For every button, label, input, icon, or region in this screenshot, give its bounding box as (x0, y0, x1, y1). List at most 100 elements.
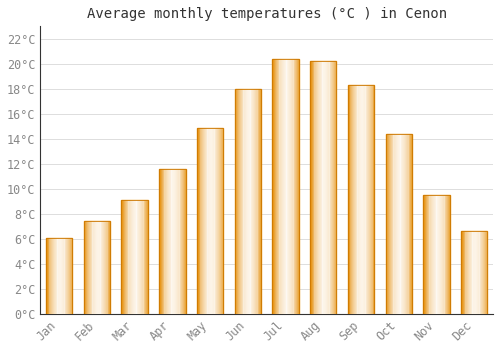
Bar (291, 59, 292, 314)
Bar (84, 221, 110, 314)
Bar (353, 85, 354, 314)
Bar (461, 231, 487, 314)
Bar (219, 127, 220, 314)
Bar (159, 169, 186, 314)
Bar (255, 89, 256, 314)
Bar (52, 238, 53, 314)
Bar (211, 127, 212, 314)
Bar (395, 134, 396, 314)
Bar (242, 89, 244, 314)
Bar (205, 127, 206, 314)
Bar (433, 195, 434, 314)
Bar (128, 200, 130, 314)
Bar (132, 200, 133, 314)
Bar (466, 231, 467, 314)
Bar (272, 59, 273, 314)
Bar (166, 169, 167, 314)
Bar (276, 59, 278, 314)
Bar (126, 200, 128, 314)
Bar (260, 89, 261, 314)
Bar (247, 89, 248, 314)
Bar (352, 85, 353, 314)
Bar (396, 134, 397, 314)
Title: Average monthly temperatures (°C ) in Cenon: Average monthly temperatures (°C ) in Ce… (86, 7, 446, 21)
Bar (480, 231, 481, 314)
Bar (330, 61, 331, 314)
Bar (333, 61, 334, 314)
Bar (439, 195, 440, 314)
Bar (130, 200, 131, 314)
Bar (318, 61, 319, 314)
Bar (356, 85, 358, 314)
Bar (92, 221, 94, 314)
Bar (182, 169, 183, 314)
Bar (350, 85, 352, 314)
Bar (348, 85, 374, 314)
Bar (481, 231, 482, 314)
Bar (54, 238, 55, 314)
Bar (438, 195, 439, 314)
Bar (272, 59, 299, 314)
Bar (86, 221, 87, 314)
Bar (184, 169, 186, 314)
Bar (58, 238, 59, 314)
Bar (256, 89, 258, 314)
Bar (123, 200, 124, 314)
Bar (478, 231, 480, 314)
Bar (447, 195, 448, 314)
Bar (66, 238, 67, 314)
Bar (461, 231, 487, 314)
Bar (84, 221, 110, 314)
Bar (370, 85, 372, 314)
Bar (240, 89, 241, 314)
Bar (311, 61, 312, 314)
Bar (216, 127, 217, 314)
Bar (106, 221, 108, 314)
Bar (180, 169, 181, 314)
Bar (258, 89, 260, 314)
Bar (96, 221, 97, 314)
Bar (369, 85, 370, 314)
Bar (288, 59, 289, 314)
Bar (61, 238, 62, 314)
Bar (147, 200, 148, 314)
Bar (206, 127, 208, 314)
Bar (388, 134, 389, 314)
Bar (328, 61, 330, 314)
Bar (286, 59, 288, 314)
Bar (449, 195, 450, 314)
Bar (296, 59, 297, 314)
Bar (436, 195, 438, 314)
Bar (314, 61, 316, 314)
Bar (317, 61, 318, 314)
Bar (316, 61, 317, 314)
Bar (178, 169, 180, 314)
Bar (367, 85, 368, 314)
Bar (290, 59, 291, 314)
Bar (273, 59, 274, 314)
Bar (89, 221, 90, 314)
Bar (122, 200, 148, 314)
Bar (397, 134, 398, 314)
Bar (59, 238, 60, 314)
Bar (484, 231, 485, 314)
Bar (250, 89, 252, 314)
Bar (402, 134, 403, 314)
Bar (122, 200, 148, 314)
Bar (406, 134, 408, 314)
Bar (197, 127, 198, 314)
Bar (289, 59, 290, 314)
Bar (446, 195, 447, 314)
Bar (448, 195, 449, 314)
Bar (294, 59, 295, 314)
Bar (483, 231, 484, 314)
Bar (462, 231, 464, 314)
Bar (282, 59, 283, 314)
Bar (368, 85, 369, 314)
Bar (366, 85, 367, 314)
Bar (200, 127, 202, 314)
Bar (372, 85, 374, 314)
Bar (217, 127, 218, 314)
Bar (461, 231, 462, 314)
Bar (477, 231, 478, 314)
